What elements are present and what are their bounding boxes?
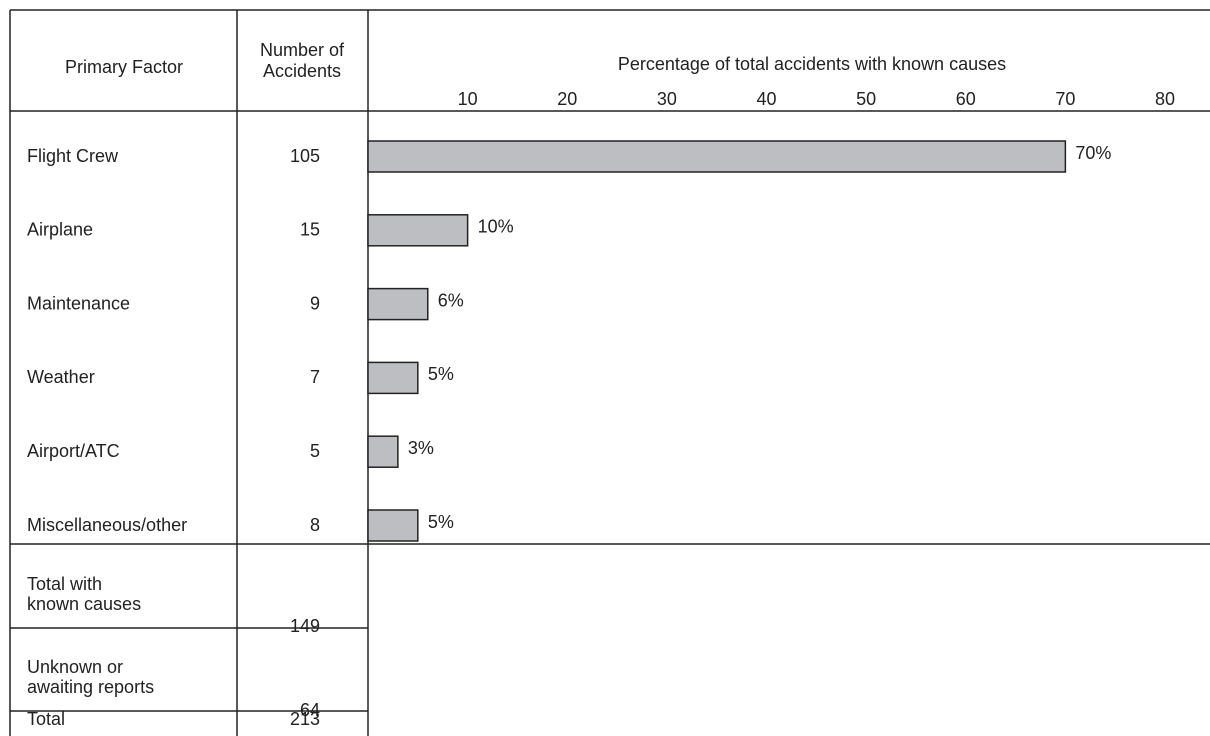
header: Accidents [263,61,341,81]
total-label: known causes [27,594,141,614]
bar [367,287,429,321]
total-label: awaiting reports [27,677,154,697]
category-label: Maintenance [27,293,130,313]
category-label: Flight Crew [27,146,119,166]
category-label: Airplane [27,220,93,240]
total-count: 64 [300,700,320,720]
category-label: Weather [27,367,95,387]
x-tick-label: 40 [756,89,776,109]
count: 8 [310,515,320,535]
x-tick-label: 30 [657,89,677,109]
header: Number of [260,40,345,60]
value-label: 10% [478,217,514,237]
total-label: Unknown or [27,657,123,677]
count: 7 [310,367,320,387]
category-label: Airport/ATC [27,441,120,461]
total-count: 149 [290,616,320,636]
value-label: 70% [1075,143,1111,163]
category-label: Miscellaneous/other [27,515,187,535]
bar [367,509,419,542]
count: 15 [300,220,320,240]
total-label: Total [27,709,65,729]
count: 5 [310,441,320,461]
count: 9 [310,293,320,313]
bar [367,214,469,247]
x-axis-title: Percentage of total accidents with known… [618,54,1006,74]
x-tick-label: 50 [856,89,876,109]
x-tick-label: 20 [557,89,577,109]
x-tick-label: 70 [1055,89,1075,109]
value-label: 6% [438,290,464,310]
value-label: 5% [428,364,454,384]
value-label: 3% [408,438,434,458]
x-tick-label: 10 [458,89,478,109]
x-tick-label: 60 [956,89,976,109]
bar [367,435,399,468]
x-tick-label: 80 [1155,89,1175,109]
header: Primary Factor [65,57,183,77]
bar [367,140,1067,173]
count: 105 [290,146,320,166]
bar [367,361,419,395]
total-count: 213 [290,709,320,729]
value-label: 5% [428,512,454,532]
total-label: Total with [27,574,102,594]
